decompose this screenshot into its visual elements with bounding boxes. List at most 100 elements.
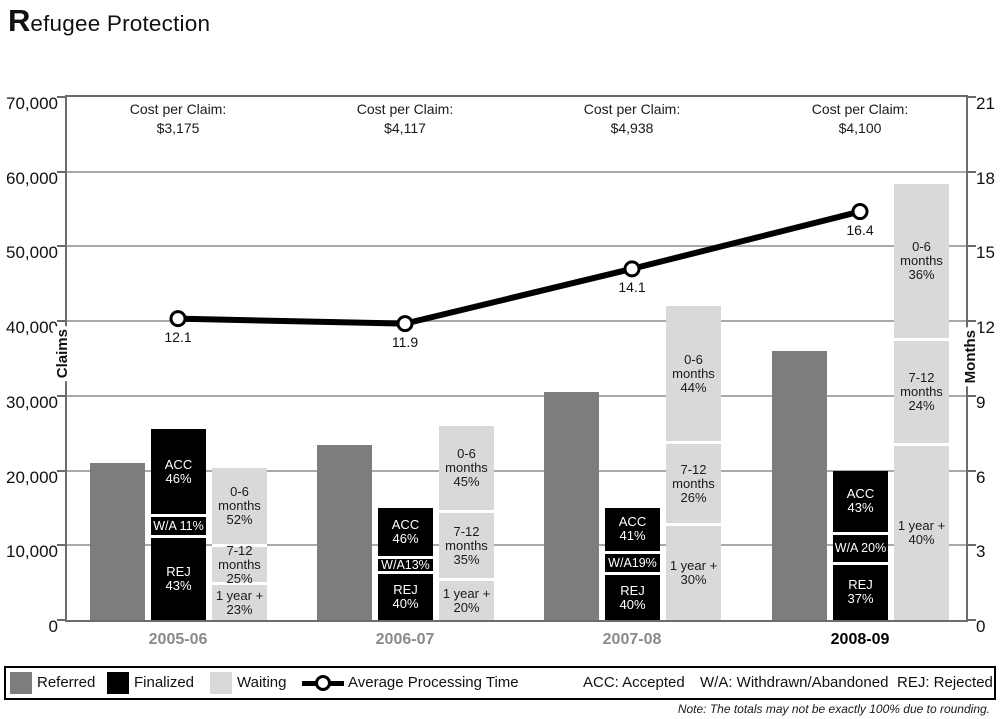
left-axis-tickmark [57, 394, 65, 397]
processing-time-value-label: 11.9 [391, 333, 419, 350]
line-marker [623, 260, 641, 278]
segment-label: 1 year + [442, 585, 491, 601]
gridline [67, 544, 966, 547]
legend-swatch-waiting [210, 672, 232, 694]
finalized-segment: W/A 11% [151, 517, 206, 536]
segment-label: 45% [453, 473, 480, 489]
segment-label: 37% [847, 591, 874, 607]
legend: Referred Finalized Waiting Average Processi… [4, 666, 996, 700]
segment-label: 40% [908, 531, 935, 547]
segment-label: 7-12 [680, 461, 707, 477]
segment-label: 52% [226, 512, 253, 528]
waiting-bar: 0-6 months 44% 7-12 months 26% 1 year +30% [666, 306, 721, 620]
segment-label: W/A13% [381, 558, 430, 573]
waiting-segment: 0-6 months 45% [439, 425, 494, 511]
left-axis-tick-label: 50,000 [6, 243, 58, 263]
left-axis-tickmark [57, 96, 65, 98]
segment-label: 41% [619, 528, 646, 544]
processing-time-value-label: 16.4 [846, 221, 874, 238]
segment-label: 7-12 [908, 369, 935, 385]
legend-label: Finalized [134, 674, 195, 691]
legend-line-symbol [302, 668, 344, 698]
cost-per-claim-label: Cost per Claim: [811, 101, 909, 117]
legend-line-marker [315, 675, 331, 691]
line-marker [169, 310, 187, 328]
waiting-segment: 0-6 months 44% [666, 306, 721, 442]
segment-label: months [900, 383, 943, 399]
finalized-bar: ACC 46% W/A 11% REJ 43% [151, 429, 206, 620]
finalized-segment: REJ 37% [833, 564, 888, 620]
right-axis-tickmark [968, 245, 976, 248]
left-axis-tick-label: 70,000 [6, 94, 58, 113]
referred-bar [90, 463, 145, 620]
left-axis-tick-label: 10,000 [6, 542, 58, 562]
gridline [67, 469, 966, 472]
finalized-segment: ACC 41% [605, 507, 660, 551]
finalized-segment: W/A19% [605, 553, 660, 573]
segment-label: 43% [847, 500, 874, 516]
segment-label: months [218, 556, 261, 572]
segment-label: months [218, 498, 261, 514]
waiting-segment: 0-6 months 52% [212, 468, 267, 545]
waiting-bar: 0-6 months 36% 7-12 months 24% 1 year +40% [894, 184, 949, 620]
segment-label: 30% [680, 571, 707, 587]
segment-label: REJ [620, 582, 645, 598]
right-axis-tickmark [968, 96, 976, 98]
gridline [67, 320, 966, 323]
segment-label: REJ [393, 582, 418, 597]
cost-per-claim-value: $4,100 [838, 120, 882, 136]
legend-abbreviation: W/A: Withdrawn/Abandoned [700, 674, 889, 691]
left-axis-tick-label: 20,000 [6, 467, 58, 487]
left-axis-tickmark [57, 469, 65, 472]
segment-label: ACC [618, 514, 647, 530]
line-marker [851, 203, 869, 221]
right-axis-tickmark [968, 394, 976, 397]
segment-label: months [900, 253, 943, 269]
title-rest: efugee Protection [30, 11, 211, 36]
cost-per-claim-value: $4,117 [384, 120, 426, 136]
average-processing-time-line [169, 203, 869, 333]
segment-label: 35% [453, 551, 480, 567]
footnote: Note: The totals may not be exactly 100%… [677, 702, 990, 716]
segment-label: W/A19% [608, 556, 657, 570]
cost-per-claim-annotation: Cost per Claim: $3,175 [130, 100, 226, 138]
left-axis-tick-label: 40,000 [6, 318, 58, 338]
right-axis-tick-label: 6 [976, 467, 986, 487]
finalized-segment: ACC 43% [833, 470, 888, 532]
category-label: 2008-09 [830, 631, 890, 648]
left-axis-tick-label: 0 [48, 617, 58, 636]
segment-label: months [672, 475, 715, 491]
segment-label: 7-12 [226, 542, 253, 558]
legend-abbreviation: ACC: Accepted [583, 674, 685, 691]
cost-per-claim-value: $4,938 [610, 120, 654, 136]
left-axis-tickmark [57, 245, 65, 248]
waiting-segment: 1 year +30% [666, 525, 721, 620]
referred-bar [317, 445, 372, 620]
gridline [67, 245, 966, 248]
cost-per-claim-annotation: Cost per Claim: $4,938 [584, 100, 680, 138]
category-label: 2005-06 [148, 631, 208, 648]
segment-label: 0-6 [912, 239, 931, 255]
legend-swatch-finalized [107, 672, 129, 694]
segment-label: 26% [680, 489, 707, 505]
finalized-segment: REJ 43% [151, 538, 206, 620]
processing-time-value-label: 12.1 [164, 328, 192, 345]
segment-label: W/A 20% [834, 541, 887, 556]
finalized-segment: W/A 20% [833, 534, 888, 562]
segment-label: 40% [619, 596, 646, 612]
page-title: Refugee Protection [8, 2, 210, 39]
left-axis-tick-label: 30,000 [6, 392, 58, 412]
right-axis-tick-label: 21 [976, 94, 995, 113]
segment-label: 43% [165, 578, 192, 594]
waiting-segment: 7-12 months 35% [439, 513, 494, 579]
waiting-segment: 1 year +20% [439, 581, 494, 620]
cost-per-claim-value: $3,175 [156, 120, 200, 136]
referred-bar [772, 351, 827, 620]
finalized-bar: ACC 46% W/A13% REJ 40% [378, 507, 433, 620]
title-initial: R [8, 3, 31, 38]
segment-label: 0-6 [684, 351, 703, 367]
segment-label: 25% [226, 570, 253, 586]
segment-label: 44% [680, 379, 707, 395]
left-axis-tickmark [57, 320, 65, 323]
